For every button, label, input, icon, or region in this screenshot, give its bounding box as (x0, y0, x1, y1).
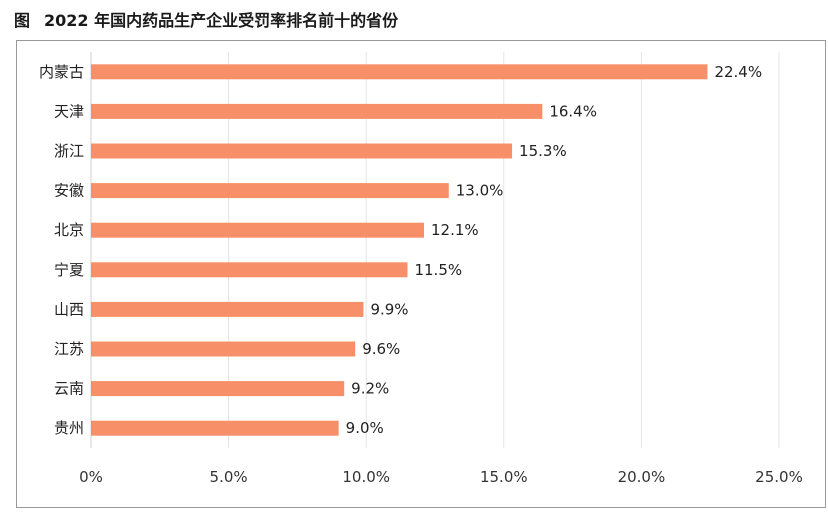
value-label: 9.6% (362, 340, 400, 358)
category-label: 浙江 (54, 142, 84, 160)
x-tick-label: 10.0% (342, 468, 390, 486)
value-label: 13.0% (456, 182, 504, 200)
bar (91, 341, 356, 357)
bar (91, 262, 408, 278)
value-label: 9.9% (370, 300, 408, 318)
figure-title-text: 2022 年国内药品生产企业受罚率排名前十的省份 (44, 11, 399, 30)
value-label: 15.3% (519, 142, 567, 160)
bar (91, 103, 543, 119)
chart-frame (16, 40, 826, 508)
value-labels: 22.4% 16.4% 15.3% 13.0% 12.1% 11.5% 9.9% 9.6% 9.… (346, 63, 762, 437)
value-label: 11.5% (414, 261, 462, 279)
value-label: 12.1% (431, 221, 479, 239)
category-label: 云南 (54, 380, 84, 398)
value-label: 22.4% (714, 63, 762, 81)
bar (91, 64, 708, 80)
category-label: 内蒙古 (39, 63, 84, 81)
category-label: 天津 (54, 102, 84, 120)
category-label: 北京 (54, 221, 84, 239)
value-label: 9.0% (346, 419, 384, 437)
bar (91, 222, 424, 238)
x-tick-label: 5.0% (210, 468, 248, 486)
category-label: 贵州 (54, 419, 84, 437)
x-tick-label: 15.0% (480, 468, 528, 486)
category-label: 江苏 (54, 340, 84, 358)
category-label: 安徽 (54, 182, 84, 200)
bar (91, 143, 513, 159)
x-tick-label: 20.0% (618, 468, 666, 486)
x-tick-label: 0% (79, 468, 103, 486)
bar (91, 183, 449, 199)
value-label: 9.2% (351, 380, 389, 398)
bar (91, 301, 364, 317)
category-label: 山西 (54, 300, 84, 318)
x-tick-label: 25.0% (755, 468, 803, 486)
bar (91, 420, 339, 436)
category-label: 宁夏 (54, 261, 84, 279)
value-label: 16.4% (549, 102, 597, 120)
bars (91, 64, 708, 436)
bar (91, 381, 345, 397)
figure-prefix: 图 (14, 11, 31, 30)
x-tick-labels: 0% 5.0% 10.0% 15.0% 20.0% 25.0% (79, 468, 803, 486)
figure-title: 图 2022 年国内药品生产企业受罚率排名前十的省份 (14, 8, 398, 34)
